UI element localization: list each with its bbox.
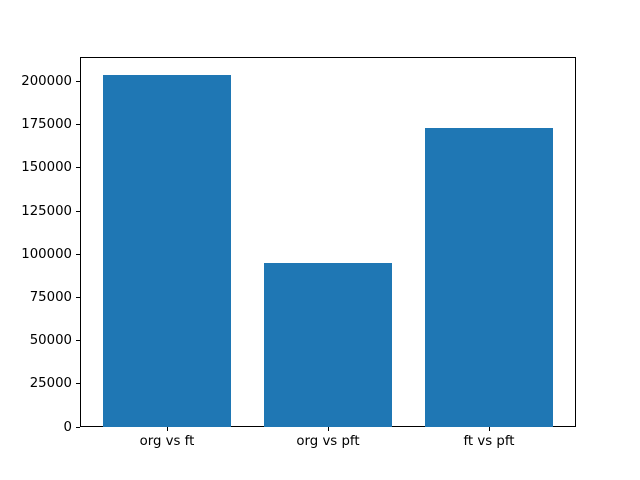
y-axis-tick-label: 50000 [29, 333, 72, 349]
y-axis-tick [76, 296, 80, 298]
y-axis-tick-label: 25000 [29, 376, 72, 392]
bar [263, 262, 393, 427]
y-axis-tick [76, 124, 80, 126]
x-axis-tick [166, 427, 168, 431]
y-axis-tick-label: 100000 [21, 246, 72, 262]
y-axis-tick-label: 175000 [21, 117, 72, 133]
y-axis-tick [76, 167, 80, 169]
bar [102, 74, 232, 427]
y-axis-tick [76, 253, 80, 255]
y-axis-tick-label: 125000 [21, 203, 72, 219]
x-axis-tick-label: org vs pft [296, 434, 360, 449]
y-axis-tick-label: 150000 [21, 160, 72, 176]
y-axis-tick [76, 383, 80, 385]
x-axis-tick [327, 427, 329, 431]
y-axis-tick [76, 210, 80, 212]
x-axis-tick-label: org vs ft [139, 434, 195, 449]
y-axis-tick-label: 75000 [29, 289, 72, 305]
y-axis-tick-label: 200000 [21, 74, 72, 89]
x-axis-tick-label: ft vs pft [463, 434, 515, 449]
y-axis-tick [76, 426, 80, 428]
y-axis-tick [76, 81, 80, 82]
bar [424, 128, 554, 427]
y-axis-tick [76, 340, 80, 342]
y-axis-tick-label: 0 [63, 419, 72, 435]
x-axis-tick [488, 427, 490, 431]
